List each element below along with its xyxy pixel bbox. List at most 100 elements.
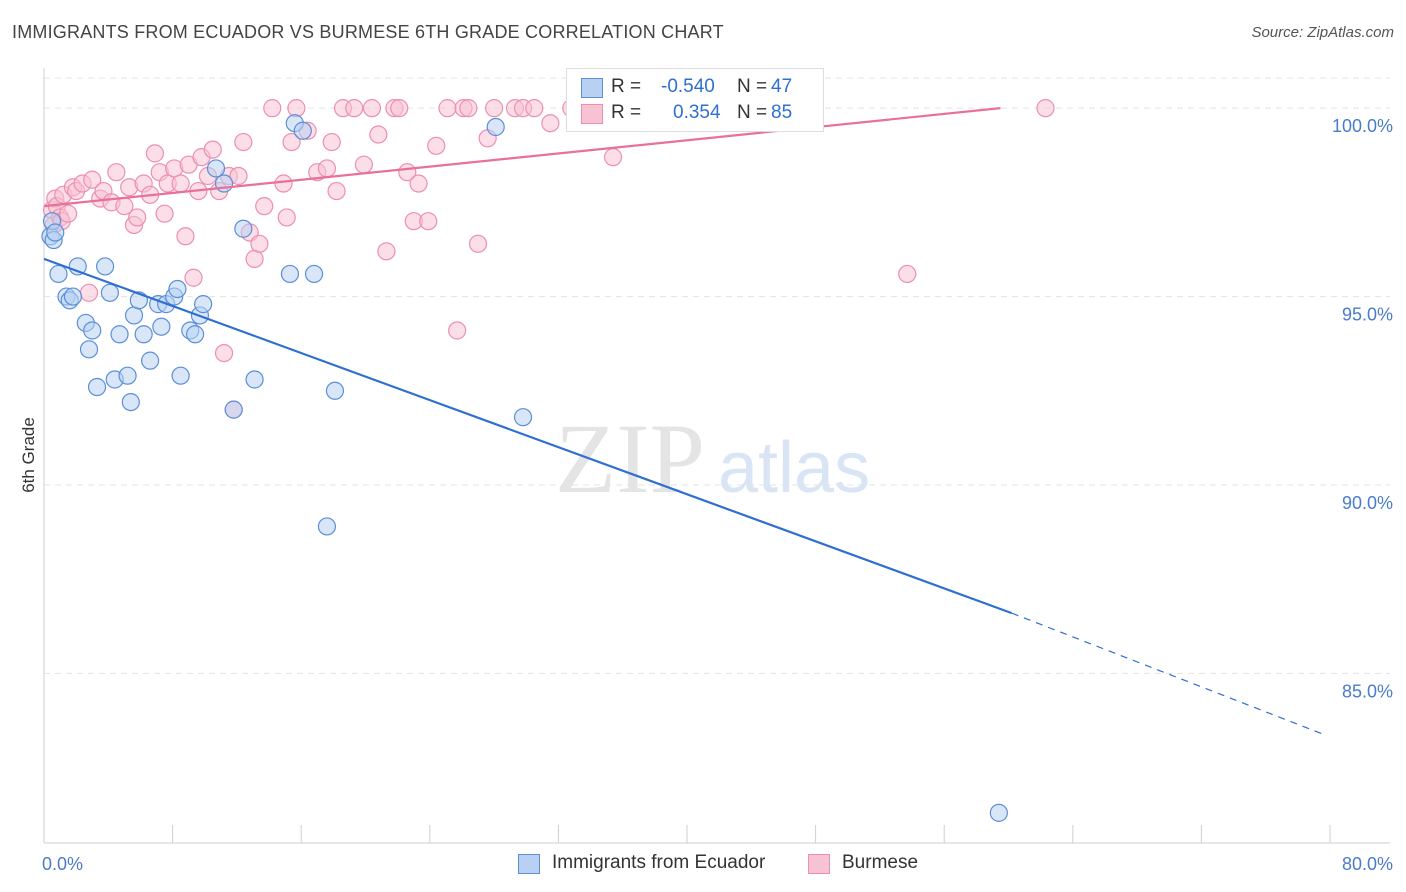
ecuador-point xyxy=(83,321,102,340)
burmese-point xyxy=(245,249,264,268)
ecuador-point xyxy=(118,366,137,385)
axes xyxy=(43,68,1390,844)
ecuador-point xyxy=(206,159,226,178)
ecuador-point xyxy=(121,392,140,412)
ecuador-point xyxy=(194,295,213,314)
burmese-point xyxy=(184,268,203,287)
burmese-point xyxy=(448,321,467,340)
burmese-point xyxy=(409,174,428,193)
y-tick-label: 100.0% xyxy=(1332,116,1393,136)
burmese-point xyxy=(229,166,248,186)
watermark: ZIP atlas xyxy=(555,403,870,514)
burmese-point xyxy=(107,163,126,182)
stats-legend: R = -0.540 N = 47 R = 0.354 N = 85 xyxy=(566,68,824,132)
ecuador-point xyxy=(134,325,153,344)
ecuador-point xyxy=(46,223,65,242)
burmese-point xyxy=(277,208,296,227)
legend-label: Burmese xyxy=(842,852,919,873)
n-value: 85 xyxy=(771,102,793,123)
ecuador-swatch xyxy=(581,78,603,98)
burmese-point xyxy=(234,132,253,152)
ecuador-point xyxy=(152,317,171,336)
burmese-point xyxy=(419,212,438,231)
burmese-point xyxy=(459,99,478,118)
burmese-point xyxy=(525,99,544,118)
y-tick-label: 85.0% xyxy=(1342,681,1393,701)
burmese-point xyxy=(287,99,306,118)
burmese-point xyxy=(1036,99,1055,118)
burmese-point xyxy=(274,174,293,193)
burmese-point xyxy=(377,242,396,261)
burmese-point xyxy=(176,227,195,246)
burmese-swatch xyxy=(581,104,603,124)
ecuador-point xyxy=(100,283,120,302)
legend-label: Immigrants from Ecuador xyxy=(552,852,766,873)
burmese-point xyxy=(203,140,222,159)
ecuador-point xyxy=(110,325,129,344)
ecuador-point xyxy=(87,377,107,397)
burmese-point xyxy=(282,132,301,152)
burmese-point xyxy=(83,170,102,189)
y-tick-label: 95.0% xyxy=(1342,305,1393,325)
watermark-zip: ZIP xyxy=(555,403,705,514)
burmese-point xyxy=(255,197,274,216)
ecuador-point xyxy=(234,219,253,238)
r-value: -0.540 xyxy=(661,76,715,97)
ecuador-point xyxy=(317,517,337,536)
x-tick-labels: 0.0% 80.0% xyxy=(42,854,1393,874)
ecuador-point xyxy=(224,400,243,419)
burmese-point xyxy=(468,234,488,253)
n-label: N = xyxy=(737,102,768,123)
ecuador-trend-extension xyxy=(1011,612,1323,735)
burmese-point xyxy=(171,174,190,193)
burmese-legend-swatch xyxy=(808,854,830,874)
ecuador-point xyxy=(486,117,505,137)
ecuador-point xyxy=(245,370,264,389)
burmese-point xyxy=(263,99,282,118)
ecuador-trend-line xyxy=(43,257,1013,615)
ecuador-point xyxy=(171,366,190,385)
burmese-point xyxy=(155,204,174,223)
ecuador-point xyxy=(280,264,300,284)
ecuador-point xyxy=(49,264,68,284)
x-tick-label: 80.0% xyxy=(1342,854,1393,874)
burmese-point xyxy=(79,283,99,302)
burmese-point xyxy=(214,343,234,363)
x-tick-label: 0.0% xyxy=(42,854,83,874)
ecuador-point xyxy=(63,287,83,306)
trend-lines xyxy=(43,107,1323,735)
burmese-trend-line xyxy=(43,107,1001,208)
ecuador-point xyxy=(513,408,533,427)
n-label: N = xyxy=(737,76,768,97)
burmese-point xyxy=(322,132,341,152)
burmese-point xyxy=(898,264,917,284)
burmese-point xyxy=(541,114,560,133)
r-label: R = xyxy=(611,102,642,123)
ecuador-point xyxy=(989,803,1008,822)
burmese-point xyxy=(327,181,346,201)
chart-source: Source: ZipAtlas.com xyxy=(1251,24,1394,41)
ecuador-point xyxy=(325,381,345,400)
burmese-point xyxy=(345,99,364,118)
grid-lines xyxy=(44,77,1390,674)
burmese-point xyxy=(427,136,446,155)
burmese-point xyxy=(145,144,165,163)
ecuador-point xyxy=(79,340,99,359)
burmese-point xyxy=(438,99,457,118)
ecuador-point xyxy=(304,264,324,284)
ecuador-point xyxy=(95,257,115,276)
burmese-point xyxy=(250,234,269,253)
watermark-atlas: atlas xyxy=(718,428,870,508)
ecuador-point xyxy=(140,351,160,370)
n-value: 47 xyxy=(771,76,793,97)
burmese-point xyxy=(128,208,147,227)
y-tick-label: 90.0% xyxy=(1342,493,1393,513)
ecuador-point xyxy=(124,306,144,325)
ecuador-point xyxy=(214,174,234,193)
r-label: R = xyxy=(611,76,642,97)
burmese-point xyxy=(485,99,504,118)
burmese-point xyxy=(59,204,78,223)
r-value: 0.354 xyxy=(673,102,721,123)
ecuador-point xyxy=(293,121,312,140)
